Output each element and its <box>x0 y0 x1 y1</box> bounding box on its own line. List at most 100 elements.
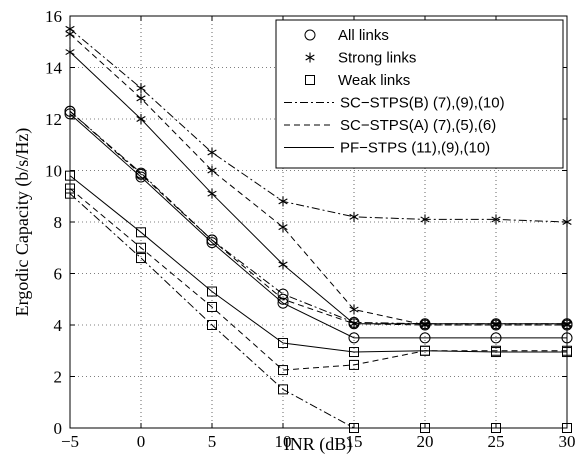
data-point-star <box>65 47 75 58</box>
legend-box <box>275 19 564 169</box>
data-point-star <box>65 29 75 40</box>
series-line <box>69 51 567 325</box>
data-point-star <box>136 93 146 104</box>
series-line <box>69 33 567 326</box>
data-point-circle <box>135 168 147 180</box>
data-point-circle <box>561 332 573 344</box>
data-point-square <box>136 253 146 264</box>
y-axis-title: Ergodic Capacity (b/s/Hz) <box>12 128 33 317</box>
data-point-star <box>420 318 430 329</box>
data-point-square <box>278 338 288 349</box>
series-pf-stps-all-links <box>64 108 573 344</box>
x-tick-label: 10 <box>275 432 292 451</box>
y-tick-label: 16 <box>45 7 62 26</box>
series-pf-stps-strong-links <box>65 47 572 329</box>
data-series <box>64 23 573 433</box>
legend-label: Strong links <box>338 50 416 67</box>
data-point-square <box>491 347 501 358</box>
data-point-square <box>136 242 146 253</box>
data-point-square <box>65 183 75 194</box>
data-point-circle <box>64 105 76 117</box>
data-point-star <box>491 214 501 225</box>
data-point-star <box>420 214 430 225</box>
data-point-square <box>491 423 501 433</box>
data-point-star <box>278 259 288 270</box>
data-point-square <box>136 227 146 238</box>
data-point-square <box>207 286 217 297</box>
series-line <box>69 113 567 339</box>
data-point-circle <box>135 171 147 183</box>
data-point-square <box>420 345 430 356</box>
legend-label: SC−STPS(B) (7),(9),(10) <box>340 95 505 112</box>
series-sc-stps-a--all-links <box>64 105 573 331</box>
data-point-star <box>491 318 501 329</box>
series-line <box>69 193 567 429</box>
y-tick-label: 6 <box>54 265 63 284</box>
data-point-square <box>562 347 572 358</box>
data-point-star <box>562 217 572 227</box>
x-tick-label: 15 <box>346 432 363 451</box>
legend: All links Strong links Weak links SC−STPS(B… <box>275 19 564 169</box>
data-point-square <box>207 320 217 330</box>
data-point-star <box>136 83 146 94</box>
x-tick-label: 25 <box>488 432 505 451</box>
data-point-circle <box>348 332 360 344</box>
data-point-circle <box>64 108 76 120</box>
y-tick-label: 2 <box>54 368 63 387</box>
data-point-square <box>349 347 359 358</box>
data-point-square <box>278 365 288 376</box>
data-point-circle <box>490 332 502 344</box>
x-tick-label: 20 <box>417 432 434 451</box>
x-tick-label: −5 <box>61 432 79 451</box>
legend-label: All links <box>338 27 389 44</box>
x-tick-label: 5 <box>208 432 217 451</box>
data-point-square <box>65 170 75 181</box>
data-point-square <box>207 301 217 312</box>
data-point-star <box>349 318 359 329</box>
x-tick-label: 0 <box>137 432 146 451</box>
data-point-star <box>349 211 359 222</box>
legend-label: SC−STPS(A) (7),(5),(6) <box>340 117 496 134</box>
legend-label: Weak links <box>338 72 410 89</box>
legend-label: PF−STPS (11),(9),(10) <box>340 140 490 157</box>
series-line <box>69 175 567 353</box>
legend-marker-square <box>305 75 315 85</box>
series-sc-stps-a--weak-links <box>65 183 572 376</box>
y-tick-label: 14 <box>45 59 63 78</box>
data-point-star <box>207 165 217 176</box>
series-pf-stps-weak-links <box>65 170 572 358</box>
legend-marker-star <box>305 52 315 63</box>
data-point-circle <box>277 297 289 309</box>
x-axis-title: INR (dB) <box>284 434 353 455</box>
data-point-star <box>562 318 572 329</box>
x-tick-label: 30 <box>559 432 576 451</box>
data-point-square <box>278 384 288 395</box>
data-point-square <box>65 188 75 199</box>
data-point-star <box>278 196 288 207</box>
data-point-square <box>349 359 359 370</box>
y-tick-label: 0 <box>54 419 63 438</box>
data-point-star <box>207 147 217 158</box>
y-tick-label: 12 <box>45 110 62 129</box>
data-point-circle <box>206 234 218 246</box>
y-tick-label: 8 <box>54 213 63 232</box>
data-point-circle <box>419 332 431 344</box>
series-sc-stps-b--weak-links <box>65 188 572 433</box>
data-point-circle <box>206 237 218 249</box>
legend-marker-circle <box>304 29 316 41</box>
data-point-star <box>349 304 359 315</box>
data-point-square <box>562 423 572 433</box>
data-point-square <box>349 423 359 433</box>
data-point-square <box>420 423 430 433</box>
data-point-star <box>207 188 217 199</box>
series-line <box>69 28 568 223</box>
y-tick-label: 10 <box>45 162 62 181</box>
data-point-star <box>278 222 288 233</box>
series-line <box>69 188 567 371</box>
y-tick-label: 4 <box>54 316 63 335</box>
data-point-star <box>136 114 146 124</box>
series-line <box>69 110 567 326</box>
series-sc-stps-b--strong-links <box>65 23 572 227</box>
